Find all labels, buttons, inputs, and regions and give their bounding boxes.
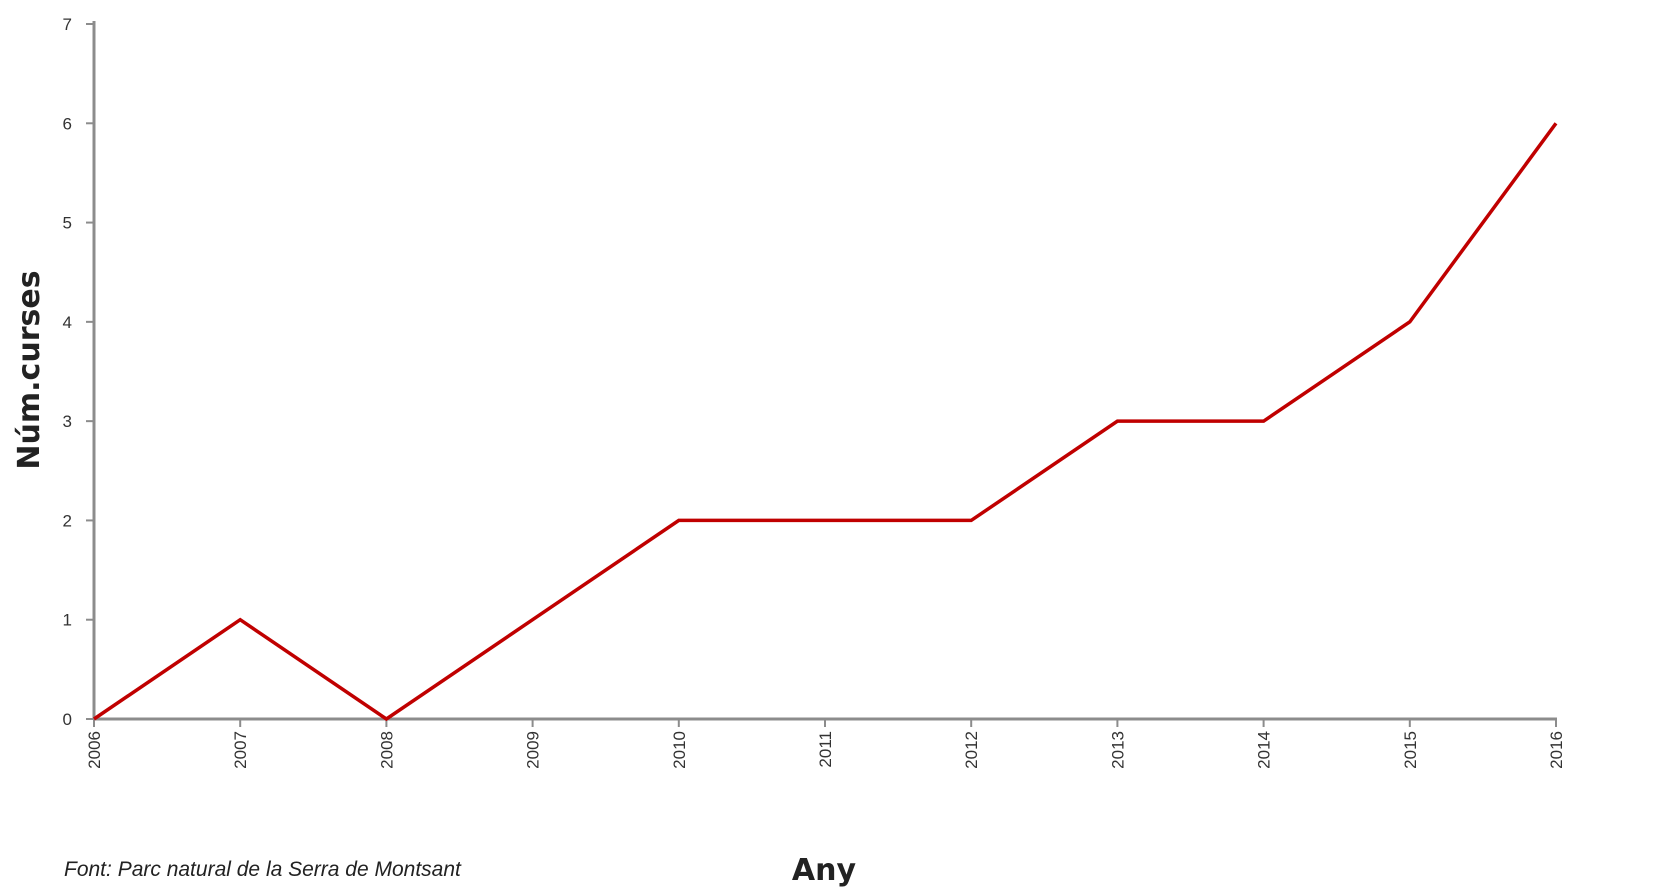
x-tick-label: 2010	[670, 731, 689, 769]
y-tick-label: 5	[63, 214, 72, 233]
y-tick-label: 2	[63, 511, 72, 530]
y-tick-label: 0	[63, 710, 72, 729]
y-axis-title: Núm.curses	[12, 270, 47, 469]
series-group	[93, 122, 1558, 722]
series-line	[93, 122, 1558, 722]
y-tick-label: 7	[63, 15, 72, 34]
x-tick-label: 2008	[377, 731, 396, 769]
x-tick-label: 2016	[1547, 731, 1566, 769]
source-note: Font: Parc natural de la Serra de Montsa…	[64, 858, 461, 881]
x-tick-label: 2007	[231, 731, 250, 769]
x-tick-label: 2014	[1255, 731, 1274, 769]
tick-labels: 0 1 2 3 4 5 6 7 2006 2007 2008 2009 2010 2011 2012 2013…	[63, 15, 1566, 769]
x-tick-label: 2013	[1108, 731, 1127, 769]
y-tick-label: 6	[63, 114, 72, 133]
x-tick-label: 2015	[1401, 731, 1420, 769]
ticks	[86, 23, 1557, 727]
x-tick-label: 2009	[524, 731, 543, 769]
y-tick-label: 4	[63, 313, 72, 332]
y-tick-label: 3	[63, 412, 72, 431]
x-tick-label: 2012	[962, 731, 981, 769]
y-tick-label: 1	[63, 611, 72, 630]
x-axis-title: Any	[792, 853, 857, 888]
x-tick-label: 2006	[85, 731, 104, 769]
x-tick-label: 2011	[816, 731, 835, 768]
